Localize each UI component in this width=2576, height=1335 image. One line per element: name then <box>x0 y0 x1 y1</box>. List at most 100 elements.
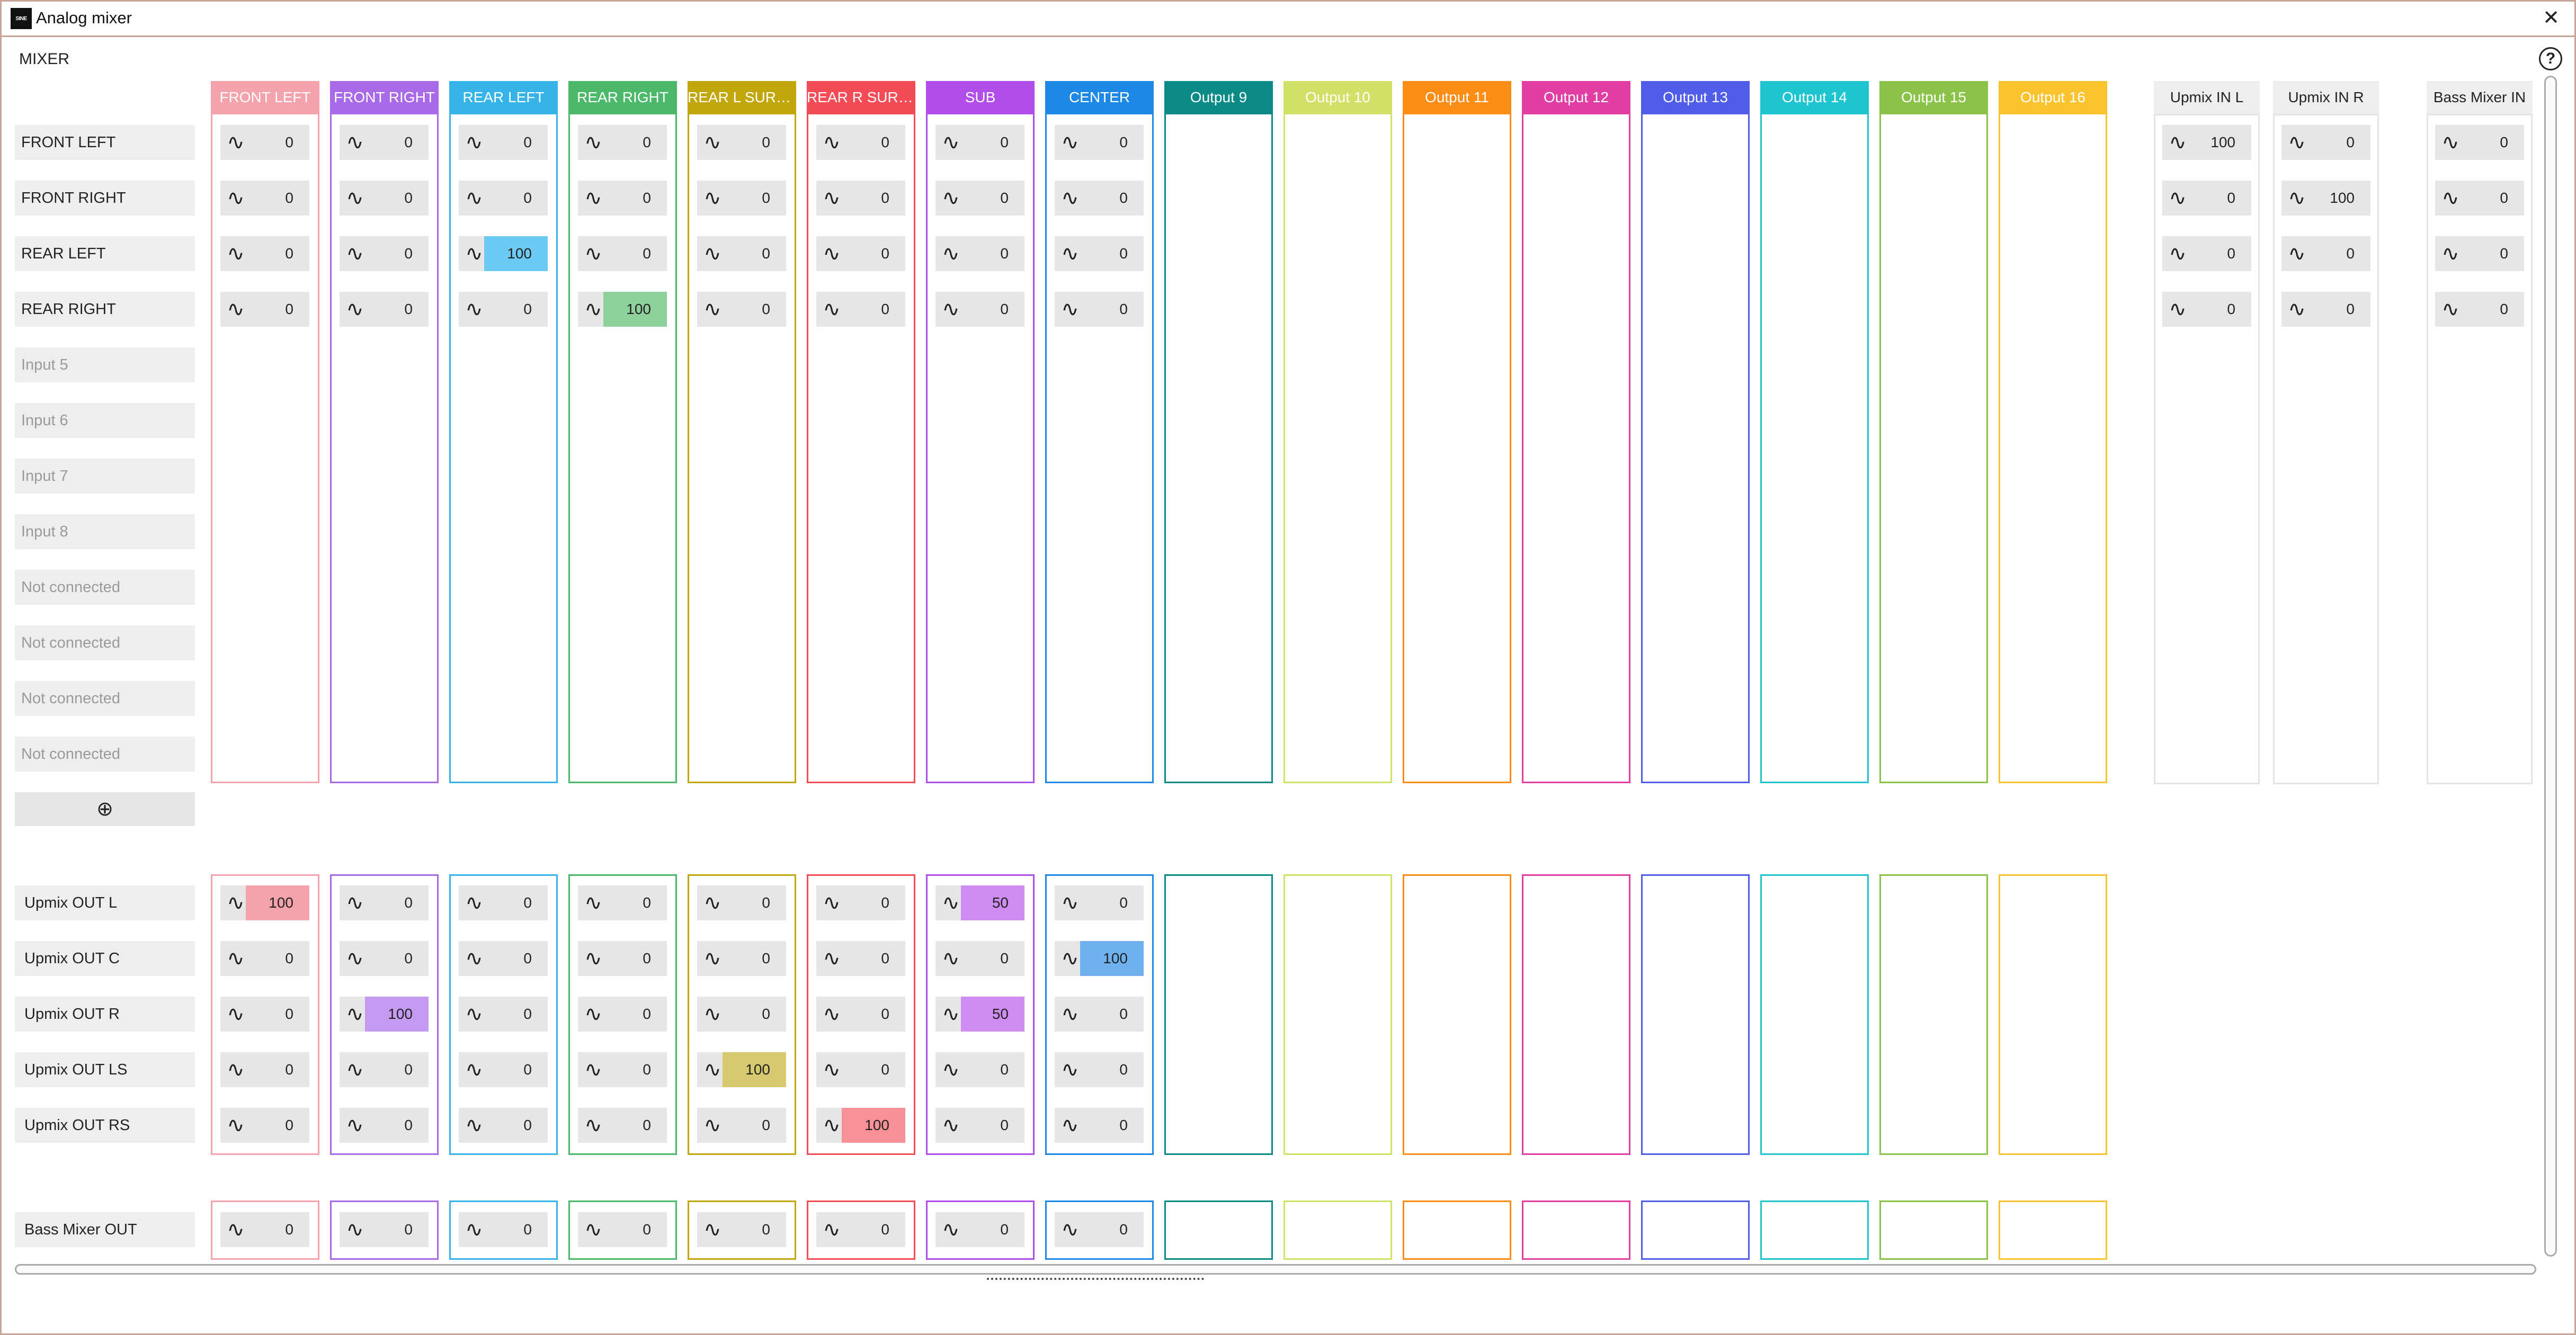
upmix-out-gain-cell[interactable]: ∿ 0 <box>459 941 548 976</box>
bass-out-gain-cell[interactable]: ∿ 0 <box>459 1212 548 1247</box>
upmix-in-gain-cell[interactable]: ∿ 0 <box>2162 236 2251 271</box>
column-header-12[interactable]: Output 12 <box>1522 81 1630 114</box>
column-header-16[interactable]: Output 16 <box>1999 81 2107 114</box>
upmix-out-gain-cell[interactable]: ∿ 0 <box>459 1108 548 1143</box>
upmix-out-gain-cell[interactable]: ∿ 0 <box>697 941 786 976</box>
upmix-out-gain-cell[interactable]: ∿ 0 <box>935 1108 1024 1143</box>
bass-in-header[interactable]: Bass Mixer IN <box>2427 81 2533 114</box>
column-header-4[interactable]: REAR RIGHT <box>568 81 677 114</box>
input-row-label[interactable]: Input 7 <box>15 459 195 494</box>
upmix-out-gain-cell[interactable]: ∿ 0 <box>340 941 429 976</box>
upmix-out-gain-cell[interactable]: ∿ 0 <box>816 941 905 976</box>
input-row-label[interactable]: REAR RIGHT <box>15 292 195 327</box>
gain-cell[interactable]: ∿ 0 <box>220 236 309 271</box>
input-row-label[interactable]: Input 6 <box>15 403 195 438</box>
bass-out-row-label[interactable]: Bass Mixer OUT <box>15 1212 195 1247</box>
gain-cell[interactable]: ∿ 0 <box>459 292 548 327</box>
gain-cell[interactable]: ∿ 0 <box>340 292 429 327</box>
gain-cell[interactable]: ∿ 0 <box>220 125 309 160</box>
upmix-out-gain-cell[interactable]: ∿ 0 <box>459 885 548 920</box>
gain-cell[interactable]: ∿ 0 <box>1055 181 1144 216</box>
input-row-label[interactable]: FRONT LEFT <box>15 125 195 160</box>
column-header-13[interactable]: Output 13 <box>1641 81 1750 114</box>
gain-cell[interactable]: ∿ 0 <box>340 236 429 271</box>
column-header-1[interactable]: FRONT LEFT <box>211 81 319 114</box>
upmix-out-gain-cell[interactable]: ∿ 0 <box>220 997 309 1032</box>
gain-cell[interactable]: ∿ 0 <box>935 236 1024 271</box>
upmix-out-gain-cell[interactable]: ∿ 0 <box>578 1052 667 1087</box>
input-row-label[interactable]: Input 8 <box>15 514 195 549</box>
gain-cell[interactable]: ∿ 0 <box>697 181 786 216</box>
upmix-out-gain-cell[interactable]: ∿ 50 <box>935 885 1024 920</box>
column-header-7[interactable]: SUB <box>926 81 1035 114</box>
bass-out-gain-cell[interactable]: ∿ 0 <box>578 1212 667 1247</box>
gain-cell[interactable]: ∿ 0 <box>816 292 905 327</box>
gain-cell[interactable]: ∿ 0 <box>459 181 548 216</box>
gain-cell[interactable]: ∿ 0 <box>1055 292 1144 327</box>
column-header-3[interactable]: REAR LEFT <box>449 81 558 114</box>
input-row-label[interactable]: REAR LEFT <box>15 236 195 271</box>
upmix-in-gain-cell[interactable]: ∿ 0 <box>2162 181 2251 216</box>
upmix-out-gain-cell[interactable]: ∿ 0 <box>1055 1052 1144 1087</box>
upmix-in-gain-cell[interactable]: ∿ 100 <box>2162 125 2251 160</box>
bass-out-gain-cell[interactable]: ∿ 0 <box>816 1212 905 1247</box>
gain-cell[interactable]: ∿ 0 <box>697 125 786 160</box>
input-row-label[interactable]: Not connected <box>15 625 195 660</box>
upmix-out-gain-cell[interactable]: ∿ 0 <box>935 1052 1024 1087</box>
bass-in-gain-cell[interactable]: ∿ 0 <box>2435 125 2524 160</box>
gain-cell[interactable]: ∿ 0 <box>816 181 905 216</box>
upmix-out-gain-cell[interactable]: ∿ 0 <box>220 1052 309 1087</box>
upmix-out-row-label[interactable]: Upmix OUT L <box>15 885 195 920</box>
gain-cell[interactable]: ∿ 0 <box>935 125 1024 160</box>
upmix-out-gain-cell[interactable]: ∿ 0 <box>697 1108 786 1143</box>
upmix-out-gain-cell[interactable]: ∿ 0 <box>578 885 667 920</box>
resize-handle[interactable] <box>987 1278 1204 1280</box>
vertical-scrollbar[interactable] <box>2544 76 2557 1257</box>
horizontal-scrollbar[interactable] <box>15 1264 2536 1275</box>
gain-cell[interactable]: ∿ 0 <box>935 292 1024 327</box>
input-row-label[interactable]: FRONT RIGHT <box>15 181 195 216</box>
upmix-out-row-label[interactable]: Upmix OUT R <box>15 997 195 1032</box>
bass-in-gain-cell[interactable]: ∿ 0 <box>2435 292 2524 327</box>
column-header-10[interactable]: Output 10 <box>1283 81 1392 114</box>
bass-out-gain-cell[interactable]: ∿ 0 <box>697 1212 786 1247</box>
upmix-out-row-label[interactable]: Upmix OUT C <box>15 941 195 976</box>
column-header-8[interactable]: CENTER <box>1045 81 1154 114</box>
upmix-out-gain-cell[interactable]: ∿ 0 <box>220 1108 309 1143</box>
input-row-label[interactable]: Input 5 <box>15 347 195 382</box>
column-header-15[interactable]: Output 15 <box>1879 81 1988 114</box>
column-header-9[interactable]: Output 9 <box>1164 81 1273 114</box>
upmix-in-header-1[interactable]: Upmix IN L <box>2154 81 2260 114</box>
upmix-out-gain-cell[interactable]: ∿ 0 <box>697 997 786 1032</box>
upmix-out-gain-cell[interactable]: ∿ 0 <box>1055 1108 1144 1143</box>
input-row-label[interactable]: Not connected <box>15 681 195 716</box>
column-header-14[interactable]: Output 14 <box>1760 81 1869 114</box>
gain-cell[interactable]: ∿ 0 <box>459 125 548 160</box>
upmix-out-gain-cell[interactable]: ∿ 0 <box>340 1108 429 1143</box>
upmix-in-gain-cell[interactable]: ∿ 0 <box>2281 292 2370 327</box>
bass-in-gain-cell[interactable]: ∿ 0 <box>2435 236 2524 271</box>
upmix-out-gain-cell[interactable]: ∿ 0 <box>816 1052 905 1087</box>
upmix-out-gain-cell[interactable]: ∿ 0 <box>935 941 1024 976</box>
gain-cell[interactable]: ∿ 0 <box>578 181 667 216</box>
gain-cell[interactable]: ∿ 0 <box>340 181 429 216</box>
upmix-out-gain-cell[interactable]: ∿ 0 <box>578 997 667 1032</box>
upmix-out-gain-cell[interactable]: ∿ 0 <box>340 1052 429 1087</box>
bass-out-gain-cell[interactable]: ∿ 0 <box>1055 1212 1144 1247</box>
upmix-out-gain-cell[interactable]: ∿ 0 <box>578 1108 667 1143</box>
bass-out-gain-cell[interactable]: ∿ 0 <box>220 1212 309 1247</box>
gain-cell[interactable]: ∿ 0 <box>1055 236 1144 271</box>
upmix-in-header-2[interactable]: Upmix IN R <box>2273 81 2379 114</box>
upmix-out-gain-cell[interactable]: ∿ 0 <box>340 885 429 920</box>
upmix-out-gain-cell[interactable]: ∿ 0 <box>816 997 905 1032</box>
upmix-in-gain-cell[interactable]: ∿ 100 <box>2281 181 2370 216</box>
upmix-out-gain-cell[interactable]: ∿ 0 <box>578 941 667 976</box>
gain-cell[interactable]: ∿ 0 <box>1055 125 1144 160</box>
column-header-11[interactable]: Output 11 <box>1403 81 1511 114</box>
bass-out-gain-cell[interactable]: ∿ 0 <box>340 1212 429 1247</box>
upmix-out-row-label[interactable]: Upmix OUT LS <box>15 1052 195 1087</box>
close-button[interactable]: ✕ <box>2543 7 2560 29</box>
upmix-out-gain-cell[interactable]: ∿ 100 <box>1055 941 1144 976</box>
add-input-button[interactable]: ⊕ <box>15 792 195 826</box>
upmix-out-gain-cell[interactable]: ∿ 100 <box>220 885 309 920</box>
